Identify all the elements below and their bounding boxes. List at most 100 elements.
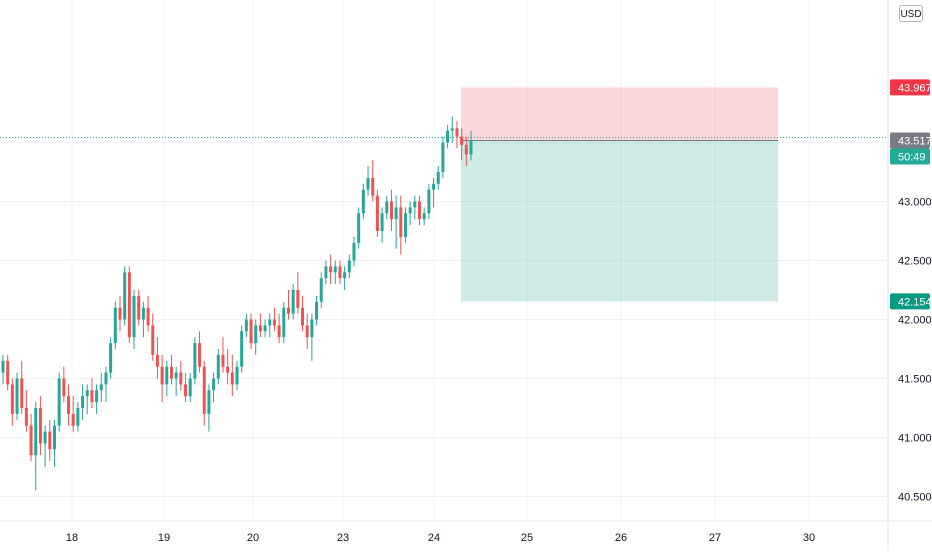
- candle-body: [155, 354, 159, 367]
- candle: [20, 360, 24, 414]
- candle-body: [418, 201, 422, 220]
- candle-body: [394, 207, 398, 220]
- y-tick-label: 40.500: [898, 492, 932, 504]
- candle: [85, 384, 89, 414]
- y-tick-label: 41.500: [898, 374, 932, 386]
- candle: [10, 378, 14, 426]
- candle: [282, 301, 286, 344]
- time-axis[interactable]: 18 19 20 23 24 25 26 27 30: [0, 520, 932, 544]
- candle: [71, 396, 75, 432]
- x-tick-label: 18: [66, 532, 78, 544]
- y-tick-label: 42.000: [898, 315, 932, 327]
- stop-loss-zone[interactable]: [461, 87, 778, 141]
- candle-body: [137, 295, 141, 320]
- candle-body: [446, 130, 450, 143]
- candle-body: [216, 354, 220, 379]
- candle: [127, 266, 131, 344]
- candle-body: [291, 290, 295, 314]
- candles: [1, 116, 473, 491]
- candle: [81, 384, 85, 420]
- candle: [291, 284, 295, 320]
- candle: [109, 337, 113, 379]
- candle: [446, 124, 450, 149]
- candle-body: [235, 366, 239, 385]
- candle: [338, 260, 342, 285]
- candle: [263, 319, 267, 338]
- candle: [202, 360, 206, 426]
- candle: [352, 236, 356, 267]
- candle-body: [113, 307, 117, 344]
- candle-body: [207, 390, 211, 414]
- candle-body: [132, 295, 136, 338]
- position-tool[interactable]: [461, 87, 778, 302]
- candle-body: [310, 319, 314, 338]
- candle: [179, 360, 183, 391]
- candle: [24, 390, 28, 432]
- candle: [15, 372, 19, 420]
- candle-body: [338, 266, 342, 279]
- candle: [99, 372, 103, 403]
- candle-body: [361, 189, 365, 214]
- candle-body: [184, 384, 188, 397]
- candle: [240, 325, 244, 373]
- candle: [212, 372, 216, 403]
- candle: [67, 384, 71, 426]
- candle-body: [352, 242, 356, 261]
- candle-body: [226, 366, 230, 373]
- candle-body: [263, 325, 267, 332]
- candle: [193, 337, 197, 385]
- candle: [319, 272, 323, 308]
- candle-body: [268, 319, 272, 326]
- candle: [155, 337, 159, 379]
- candle-body: [67, 396, 71, 414]
- candle: [104, 366, 108, 403]
- candle: [366, 166, 370, 196]
- candle: [165, 360, 169, 397]
- candle: [394, 195, 398, 249]
- candle-body: [38, 408, 42, 444]
- candle-body: [169, 366, 173, 379]
- take-profit-zone[interactable]: [461, 140, 778, 302]
- candle-body: [81, 396, 85, 408]
- candle-body: [48, 431, 52, 450]
- x-tick-label: 25: [521, 532, 533, 544]
- candle: [301, 295, 305, 332]
- stop-price-badge: 43.967: [890, 79, 932, 96]
- candle: [432, 177, 436, 208]
- candle-body: [240, 331, 244, 367]
- candle: [389, 189, 393, 231]
- candle-body: [455, 128, 459, 137]
- x-tick-label: 20: [247, 532, 259, 544]
- y-tick-label: 41.000: [898, 433, 932, 445]
- candle: [221, 337, 225, 373]
- candle-body: [188, 378, 192, 397]
- candle: [464, 136, 468, 167]
- candle: [361, 183, 365, 220]
- candle-body: [123, 272, 127, 320]
- candle-body: [249, 319, 253, 344]
- candle-body: [202, 366, 206, 414]
- x-tick-label: 27: [709, 532, 721, 544]
- candle-body: [99, 384, 103, 391]
- candle-body: [104, 372, 108, 385]
- candle: [244, 313, 248, 338]
- stop-price-label: 43.967: [898, 82, 932, 94]
- candle-body: [62, 378, 66, 397]
- candle-body: [90, 390, 94, 403]
- candle: [357, 207, 361, 249]
- candle: [375, 189, 379, 237]
- candle: [146, 295, 150, 332]
- x-tick-label: 19: [158, 532, 170, 544]
- candle: [399, 195, 403, 255]
- candle: [385, 195, 389, 220]
- candle: [174, 366, 178, 397]
- candle: [29, 413, 33, 462]
- candle-body: [343, 272, 347, 279]
- candle-body: [71, 413, 75, 426]
- candle: [207, 384, 211, 432]
- price-axis[interactable]: 40.500 41.000 41.500 42.000 42.500 43.000: [887, 0, 932, 550]
- candle: [277, 313, 281, 344]
- currency-button[interactable]: USD: [899, 5, 923, 22]
